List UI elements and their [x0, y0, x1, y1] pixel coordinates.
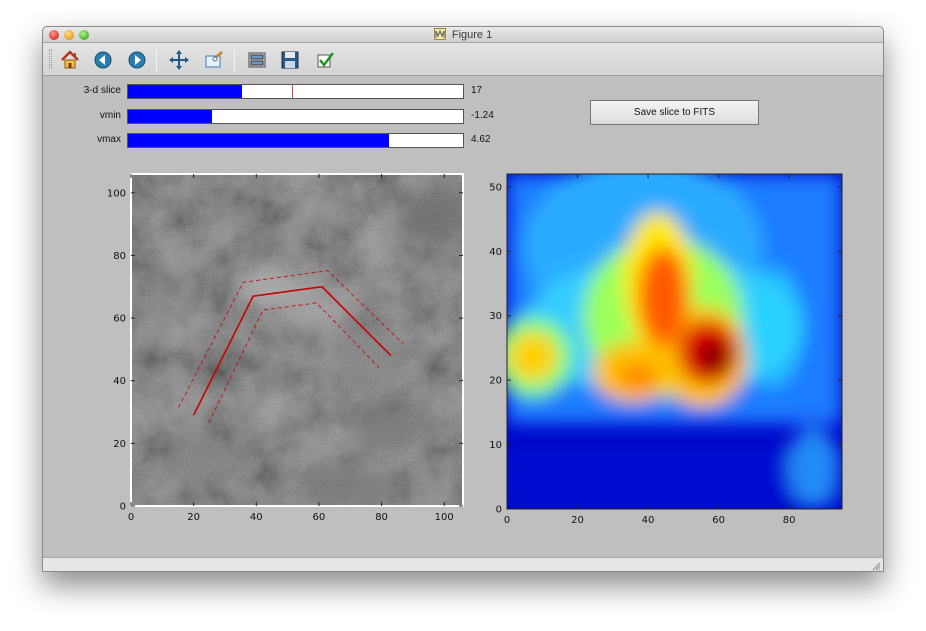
image-xtick-label: 0: [128, 512, 134, 523]
slice-slider-label: 3-d slice: [83, 85, 121, 96]
slice-ytick-label: 0: [496, 505, 502, 516]
vmin-slider-value: -1.24: [471, 110, 494, 121]
slice-ytick-label: 40: [489, 247, 502, 258]
toolbar-separator: [156, 48, 157, 72]
vmax-slider[interactable]: [127, 133, 464, 148]
slice-ticks: 0 20 40 60 80 0 10 20 30 40 50: [489, 174, 842, 526]
image-xtick-label: 20: [187, 512, 200, 523]
slice-axes[interactable]: 0 20 40 60 80 0 10 20 30 40 50: [489, 157, 843, 526]
jet-slice-image: [507, 174, 842, 509]
image-ytick-label: 60: [113, 314, 126, 325]
close-window-button[interactable]: [49, 30, 59, 40]
image-ytick-label: 100: [107, 188, 126, 199]
minimize-window-button[interactable]: [64, 30, 74, 40]
toolbar-separator: [234, 48, 235, 72]
slice-path[interactable]: [177, 270, 404, 423]
resize-grip-icon[interactable]: [871, 561, 881, 571]
vmax-slider-value: 4.62: [471, 134, 491, 145]
image-xtick-label: 100: [435, 512, 454, 523]
slice-ytick-label: 50: [489, 182, 502, 193]
image-ytick-label: 80: [113, 251, 126, 262]
image-xtick-label: 80: [375, 512, 388, 523]
grayscale-image: [131, 174, 463, 506]
slice-path-line[interactable]: [192, 285, 392, 416]
image-ticks: 0 20 40 60 80 100 0 20 40 60 80 100: [107, 174, 463, 523]
window-title: Figure 1: [451, 29, 493, 41]
title-bar: Figure 1: [43, 27, 883, 43]
slice-slider[interactable]: [127, 84, 464, 99]
figure-window: Figure 1: [42, 26, 884, 572]
zoom-window-button[interactable]: [79, 30, 89, 40]
vmin-slider[interactable]: [127, 109, 464, 124]
image-ytick-label: 40: [113, 376, 126, 387]
floppy-disk-icon[interactable]: [279, 49, 301, 71]
slice-ytick-label: 30: [489, 311, 502, 322]
image-ytick-label: 20: [113, 439, 126, 450]
navigation-toolbar: [43, 43, 883, 76]
slice-width-boundary: [208, 302, 380, 423]
vmax-slider-label: vmax: [97, 134, 121, 145]
toolbar-grip[interactable]: [49, 49, 52, 69]
slice-slider-value: 17: [471, 85, 483, 96]
slice-slider-fill: [128, 85, 242, 98]
image-ytick-label: 0: [120, 502, 126, 513]
image-xtick-label: 40: [250, 512, 263, 523]
zoom-rect-icon[interactable]: [203, 49, 225, 71]
vmax-slider-fill: [128, 134, 390, 147]
back-arrow-icon[interactable]: [92, 49, 114, 71]
slice-xtick-label: 0: [504, 515, 510, 526]
matplotlib-figure-icon: [433, 28, 446, 40]
image-axes[interactable]: 0 20 40 60 80 100 0 20 40 60 80 100: [107, 173, 464, 523]
slice-xtick-label: 20: [571, 515, 584, 526]
vmin-slider-fill: [128, 110, 212, 123]
save-slice-button[interactable]: Save slice to FITS: [590, 100, 759, 125]
slice-ytick-label: 20: [489, 376, 502, 387]
slice-xtick-label: 40: [642, 515, 655, 526]
forward-arrow-icon[interactable]: [126, 49, 148, 71]
vmin-slider-label: vmin: [99, 110, 121, 121]
slice-ytick-label: 10: [489, 440, 502, 451]
status-bar: [43, 557, 883, 571]
pan-arrows-icon[interactable]: [168, 49, 190, 71]
image-xtick-label: 60: [313, 512, 326, 523]
slice-width-boundary: [177, 270, 404, 408]
home-icon[interactable]: [59, 49, 81, 71]
subplots-config-icon[interactable]: [246, 49, 268, 71]
slice-xtick-label: 60: [712, 515, 725, 526]
slice-xtick-label: 80: [783, 515, 796, 526]
checkmark-icon[interactable]: [314, 49, 336, 71]
slice-slider-init-marker: [292, 85, 294, 98]
